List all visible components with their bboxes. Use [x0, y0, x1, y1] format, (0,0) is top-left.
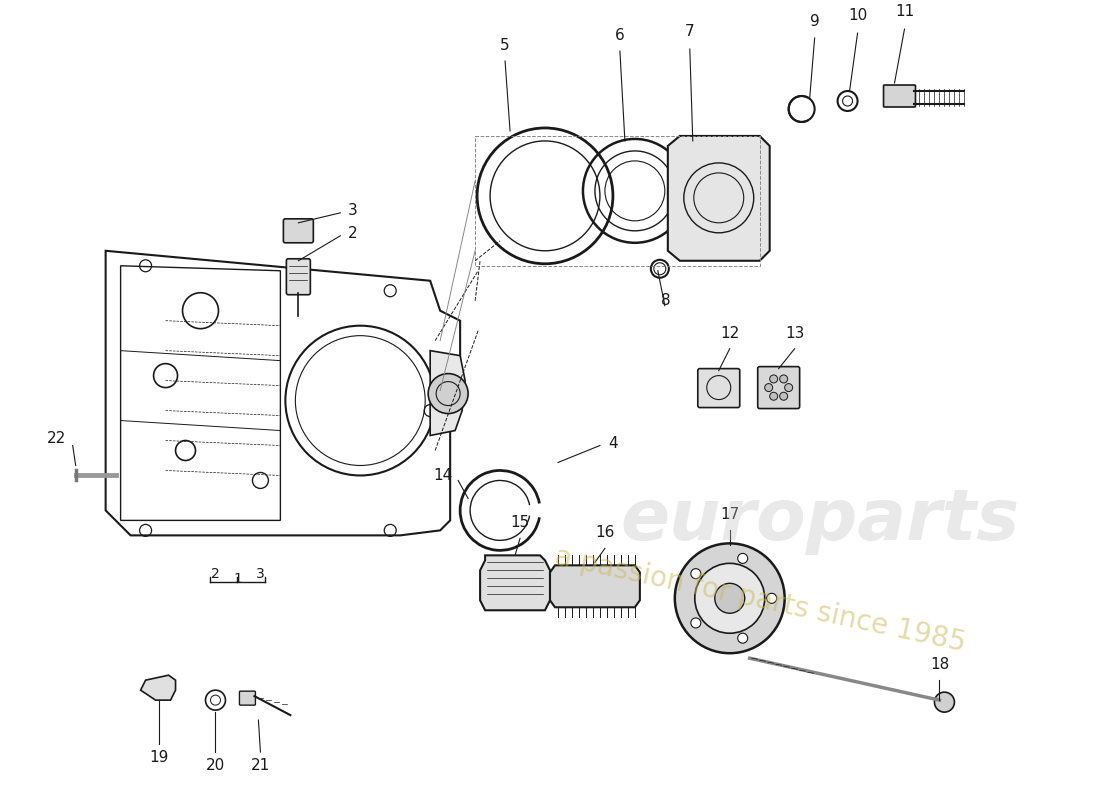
Text: 16: 16	[595, 526, 615, 540]
Circle shape	[738, 554, 748, 563]
Circle shape	[715, 583, 745, 614]
Circle shape	[770, 392, 778, 400]
FancyBboxPatch shape	[284, 219, 314, 242]
FancyBboxPatch shape	[758, 366, 800, 409]
Text: 22: 22	[46, 431, 66, 446]
Text: 5: 5	[500, 38, 510, 53]
Text: 17: 17	[720, 507, 739, 522]
Circle shape	[784, 383, 793, 391]
Circle shape	[695, 563, 764, 634]
FancyBboxPatch shape	[286, 258, 310, 294]
Circle shape	[935, 692, 955, 712]
Text: 1: 1	[233, 572, 242, 586]
Polygon shape	[550, 566, 640, 607]
Text: 12: 12	[720, 326, 739, 341]
Text: 2: 2	[211, 567, 220, 582]
Polygon shape	[668, 136, 770, 261]
Polygon shape	[480, 555, 550, 610]
Text: 7: 7	[685, 24, 694, 39]
Text: 15: 15	[510, 515, 530, 530]
Polygon shape	[430, 350, 465, 435]
Text: 2: 2	[349, 226, 358, 242]
Text: 21: 21	[251, 758, 270, 773]
Text: 10: 10	[848, 8, 867, 23]
Text: 20: 20	[206, 758, 225, 773]
FancyBboxPatch shape	[240, 691, 255, 705]
Text: 18: 18	[930, 657, 949, 672]
Polygon shape	[141, 675, 176, 700]
Text: 13: 13	[785, 326, 804, 341]
Text: 3: 3	[256, 567, 265, 582]
FancyBboxPatch shape	[883, 85, 915, 107]
Circle shape	[691, 569, 701, 578]
Text: 6: 6	[615, 28, 625, 43]
Text: 11: 11	[895, 4, 914, 19]
Circle shape	[780, 375, 788, 383]
Circle shape	[691, 618, 701, 628]
Text: 19: 19	[148, 750, 168, 765]
Circle shape	[428, 374, 469, 414]
Text: 9: 9	[810, 14, 820, 29]
Text: 14: 14	[433, 468, 452, 483]
Text: 4: 4	[608, 436, 617, 451]
Circle shape	[767, 594, 777, 603]
Circle shape	[738, 633, 748, 643]
Circle shape	[764, 383, 772, 391]
Circle shape	[674, 543, 784, 654]
Text: 8: 8	[661, 293, 671, 308]
Text: a passion for parts since 1985: a passion for parts since 1985	[551, 543, 968, 658]
Circle shape	[770, 375, 778, 383]
Text: 3: 3	[349, 203, 358, 218]
Circle shape	[780, 392, 788, 400]
Text: europarts: europarts	[620, 486, 1020, 555]
FancyBboxPatch shape	[697, 369, 739, 407]
